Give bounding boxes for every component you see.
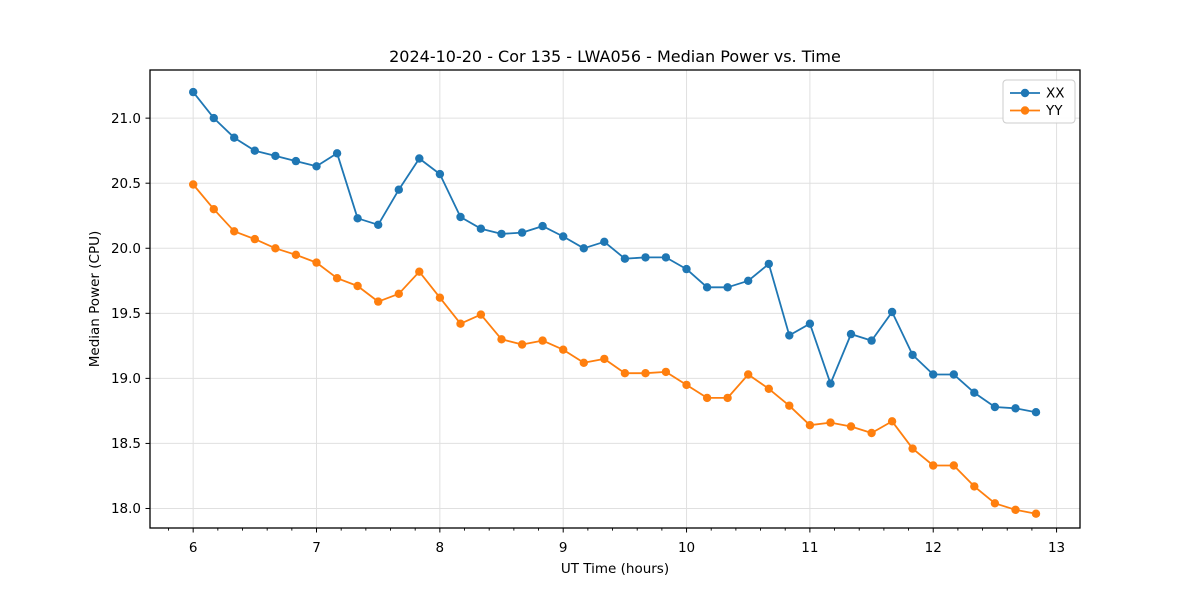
series-XX-line	[192, 91, 1037, 414]
series-XX-markers	[189, 87, 1041, 417]
svg-text:11: 11	[801, 540, 818, 556]
y-axis-label: Median Power (CPU)	[87, 230, 103, 368]
plot-border	[149, 69, 1081, 529]
legend-item-XX: XX	[1010, 86, 1065, 102]
svg-text:20.5: 20.5	[111, 176, 141, 192]
svg-text:13: 13	[1048, 540, 1065, 556]
svg-text:9: 9	[559, 540, 568, 556]
x-tick-labels: 6 7 8 9 10 11 12 13	[189, 540, 1065, 556]
svg-text:18.0: 18.0	[111, 501, 141, 517]
chart-title: 2024-10-20 - Cor 135 - LWA056 - Median P…	[389, 47, 841, 66]
x-axis-label: UT Time (hours)	[560, 561, 670, 577]
y-major-ticks	[145, 117, 150, 509]
x-major-ticks	[192, 528, 1058, 533]
svg-text:20.0: 20.0	[111, 241, 141, 257]
svg-text:YY: YY	[1045, 103, 1063, 119]
svg-text:7: 7	[312, 540, 321, 556]
svg-text:19.0: 19.0	[111, 371, 141, 387]
svg-text:6: 6	[189, 540, 198, 556]
svg-text:XX: XX	[1046, 86, 1065, 102]
legend-box	[1002, 79, 1076, 124]
svg-text:8: 8	[436, 540, 445, 556]
svg-text:21.0: 21.0	[111, 111, 141, 127]
svg-text:10: 10	[678, 540, 695, 556]
legend-item-YY: YY	[1010, 103, 1063, 119]
svg-text:19.5: 19.5	[111, 306, 141, 322]
grid-lines	[150, 70, 1080, 528]
series-YY-line	[192, 183, 1037, 515]
svg-text:18.5: 18.5	[111, 436, 141, 452]
svg-text:12: 12	[925, 540, 942, 556]
y-tick-labels: 18.0 18.5 19.0 19.5 20.0 20.5 21.0	[111, 111, 141, 517]
series-YY-markers	[189, 180, 1041, 518]
